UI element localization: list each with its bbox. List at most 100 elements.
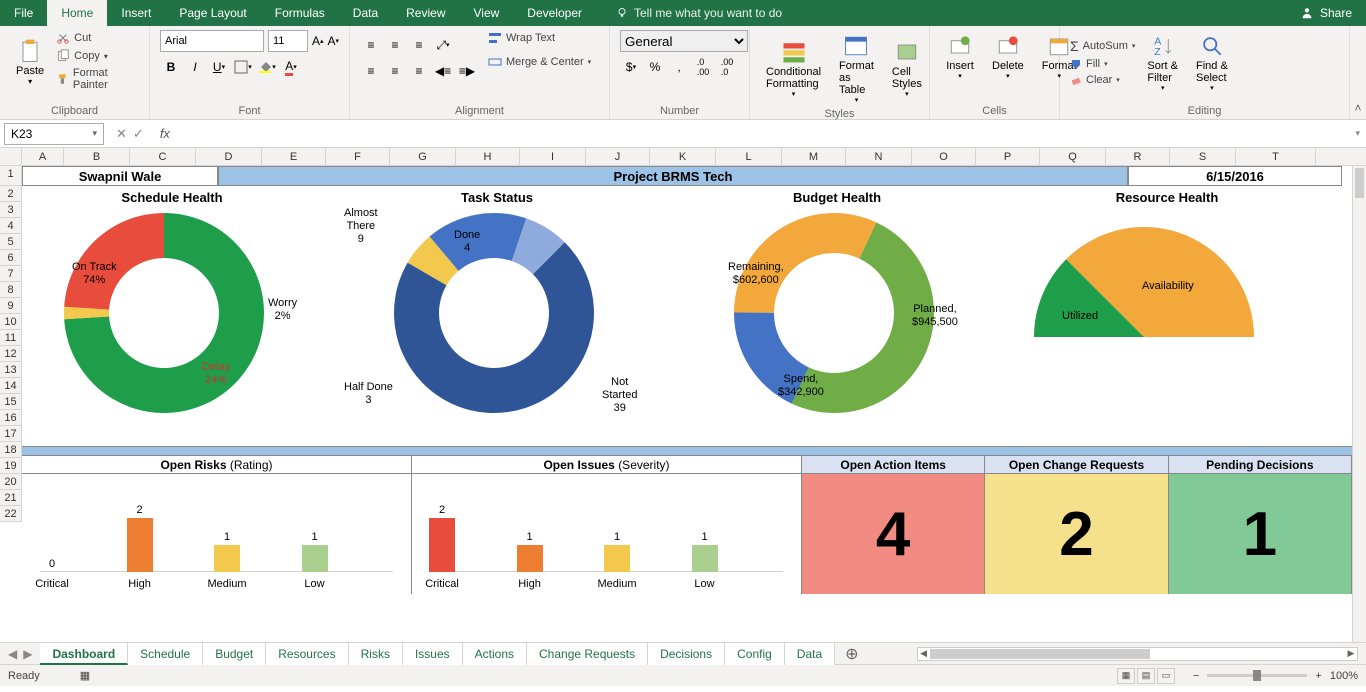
fx-icon[interactable]: fx (152, 126, 178, 141)
font-color-button[interactable]: A▾ (280, 56, 302, 78)
col-header[interactable]: R (1106, 148, 1170, 165)
col-header[interactable]: F (326, 148, 390, 165)
align-center-button[interactable]: ≡ (384, 60, 406, 82)
sheet-tab-change-requests[interactable]: Change Requests (527, 643, 648, 665)
col-header[interactable]: B (64, 148, 130, 165)
font-name-select[interactable] (160, 30, 264, 52)
col-header[interactable]: G (390, 148, 456, 165)
ribbon-tab-view[interactable]: View (460, 0, 514, 26)
horizontal-scrollbar[interactable]: ◀ ▶ (917, 647, 1358, 661)
border-button[interactable]: ▾ (232, 56, 254, 78)
col-header[interactable]: A (22, 148, 64, 165)
align-bottom-button[interactable]: ≡ (408, 34, 430, 56)
cell-styles-button[interactable]: Cell Styles▾ (886, 36, 928, 100)
row-header[interactable]: 3 (0, 202, 22, 218)
row-header[interactable]: 2 (0, 186, 22, 202)
underline-button[interactable]: U▾ (208, 56, 230, 78)
share-button[interactable]: Share (1286, 6, 1366, 20)
row-header[interactable]: 8 (0, 282, 22, 298)
italic-button[interactable]: I (184, 56, 206, 78)
ribbon-tab-home[interactable]: Home (47, 0, 107, 26)
number-format-select[interactable]: General (620, 30, 748, 52)
vertical-scrollbar[interactable] (1352, 166, 1366, 642)
wrap-text-button[interactable]: Wrap Text (488, 30, 591, 46)
row-header[interactable]: 18 (0, 442, 22, 458)
scroll-left-button[interactable]: ◀ (918, 648, 930, 660)
row-header[interactable]: 10 (0, 314, 22, 330)
sheet-nav-prev[interactable]: ◀ (6, 647, 19, 661)
zoom-out-button[interactable]: − (1193, 670, 1199, 682)
row-header[interactable]: 20 (0, 474, 22, 490)
autosum-button[interactable]: ΣAutoSum▾ (1070, 37, 1135, 55)
col-header[interactable]: M (782, 148, 846, 165)
align-top-button[interactable]: ≡ (360, 34, 382, 56)
inc-decimal-button[interactable]: .0.00 (692, 56, 714, 78)
row-header[interactable]: 14 (0, 378, 22, 394)
col-header[interactable]: P (976, 148, 1040, 165)
cut-button[interactable]: Cut (56, 30, 139, 46)
fill-color-button[interactable]: ▾ (256, 56, 278, 78)
add-sheet-button[interactable]: ⊕ (835, 644, 868, 664)
align-middle-button[interactable]: ≡ (384, 34, 406, 56)
ribbon-tab-insert[interactable]: Insert (107, 0, 165, 26)
row-header[interactable]: 9 (0, 298, 22, 314)
row-header[interactable]: 16 (0, 410, 22, 426)
sheet-tab-actions[interactable]: Actions (463, 643, 527, 665)
enter-formula-button[interactable]: ✓ (133, 126, 144, 142)
col-header[interactable]: Q (1040, 148, 1106, 165)
sort-filter-button[interactable]: AZSort & Filter▾ (1141, 30, 1184, 94)
ribbon-tab-review[interactable]: Review (392, 0, 459, 26)
font-size-select[interactable] (268, 30, 308, 52)
col-header[interactable]: L (716, 148, 782, 165)
bold-button[interactable]: B (160, 56, 182, 78)
formula-input[interactable] (178, 123, 1350, 145)
percent-button[interactable]: % (644, 56, 666, 78)
row-header[interactable]: 5 (0, 234, 22, 250)
col-header[interactable]: N (846, 148, 912, 165)
collapse-ribbon-button[interactable]: ˄ (1350, 26, 1366, 119)
row-header[interactable]: 13 (0, 362, 22, 378)
sheet-tab-dashboard[interactable]: Dashboard (40, 643, 128, 665)
insert-cells-button[interactable]: Insert▾ (940, 30, 980, 82)
ribbon-tab-developer[interactable]: Developer (513, 0, 596, 26)
decrease-font-button[interactable]: A▾ (328, 30, 340, 52)
normal-view-button[interactable]: ▦ (1117, 668, 1135, 684)
col-header[interactable]: J (586, 148, 650, 165)
zoom-in-button[interactable]: + (1315, 670, 1321, 682)
col-header[interactable]: S (1170, 148, 1236, 165)
dec-indent-button[interactable]: ◀≡ (432, 60, 454, 82)
expand-formula-button[interactable]: ▾ (1349, 128, 1366, 139)
row-header[interactable]: 11 (0, 330, 22, 346)
tell-me[interactable]: Tell me what you want to do (616, 6, 782, 20)
zoom-level[interactable]: 100% (1330, 670, 1358, 682)
sheet-tab-config[interactable]: Config (725, 643, 785, 665)
cancel-formula-button[interactable]: ✕ (116, 126, 127, 142)
row-header[interactable]: 1 (0, 166, 22, 186)
scroll-right-button[interactable]: ▶ (1345, 648, 1357, 660)
col-header[interactable]: O (912, 148, 976, 165)
sheet-tab-decisions[interactable]: Decisions (648, 643, 725, 665)
find-select-button[interactable]: Find & Select▾ (1190, 30, 1234, 94)
row-header[interactable]: 19 (0, 458, 22, 474)
zoom-slider[interactable] (1207, 674, 1307, 677)
page-break-button[interactable]: ▭ (1157, 668, 1175, 684)
clear-button[interactable]: Clear▾ (1070, 73, 1135, 87)
sheet-tab-budget[interactable]: Budget (203, 643, 266, 665)
sheet-tab-risks[interactable]: Risks (349, 643, 403, 665)
format-painter-button[interactable]: Format Painter (56, 66, 139, 92)
row-header[interactable]: 17 (0, 426, 22, 442)
increase-font-button[interactable]: A▴ (312, 30, 324, 52)
format-table-button[interactable]: Format as Table▾ (833, 30, 880, 106)
align-left-button[interactable]: ≡ (360, 60, 382, 82)
align-right-button[interactable]: ≡ (408, 60, 430, 82)
sheet-tab-issues[interactable]: Issues (403, 643, 463, 665)
copy-button[interactable]: Copy ▾ (56, 48, 139, 64)
col-header[interactable]: K (650, 148, 716, 165)
dec-decimal-button[interactable]: .00.0 (716, 56, 738, 78)
fill-button[interactable]: Fill▾ (1070, 57, 1135, 71)
select-all-corner[interactable] (0, 148, 22, 165)
sheet-tab-data[interactable]: Data (785, 643, 835, 665)
orientation-button[interactable]: ⤢▾ (432, 34, 454, 56)
ribbon-tab-page-layout[interactable]: Page Layout (165, 0, 260, 26)
row-header[interactable]: 22 (0, 506, 22, 522)
